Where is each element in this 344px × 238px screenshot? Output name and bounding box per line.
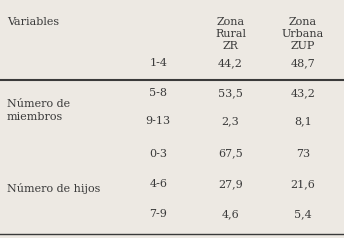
Text: 44,2: 44,2 <box>218 58 243 68</box>
Text: 2,3: 2,3 <box>222 116 239 126</box>
Text: 0-3: 0-3 <box>149 149 167 159</box>
Text: Zona
Rural
ZR: Zona Rural ZR <box>215 17 246 51</box>
Text: 67,5: 67,5 <box>218 149 243 159</box>
Text: 73: 73 <box>295 149 310 159</box>
Text: 5,4: 5,4 <box>294 209 312 219</box>
Text: 9-13: 9-13 <box>146 116 171 126</box>
Text: Zona
Urbana
ZUP: Zona Urbana ZUP <box>282 17 324 51</box>
Text: 4,6: 4,6 <box>222 209 239 219</box>
Text: 27,9: 27,9 <box>218 179 243 189</box>
Text: Número de hijos: Número de hijos <box>7 183 100 193</box>
Text: Variables: Variables <box>7 17 59 27</box>
Text: 1-4: 1-4 <box>149 58 167 68</box>
Text: 53,5: 53,5 <box>218 88 243 98</box>
Text: 8,1: 8,1 <box>294 116 312 126</box>
Text: Número de
miembros: Número de miembros <box>7 99 70 122</box>
Text: 7-9: 7-9 <box>149 209 167 219</box>
Text: 48,7: 48,7 <box>290 58 315 68</box>
Text: 43,2: 43,2 <box>290 88 315 98</box>
Text: 4-6: 4-6 <box>149 179 167 189</box>
Text: 5-8: 5-8 <box>149 88 167 98</box>
Text: 21,6: 21,6 <box>290 179 315 189</box>
